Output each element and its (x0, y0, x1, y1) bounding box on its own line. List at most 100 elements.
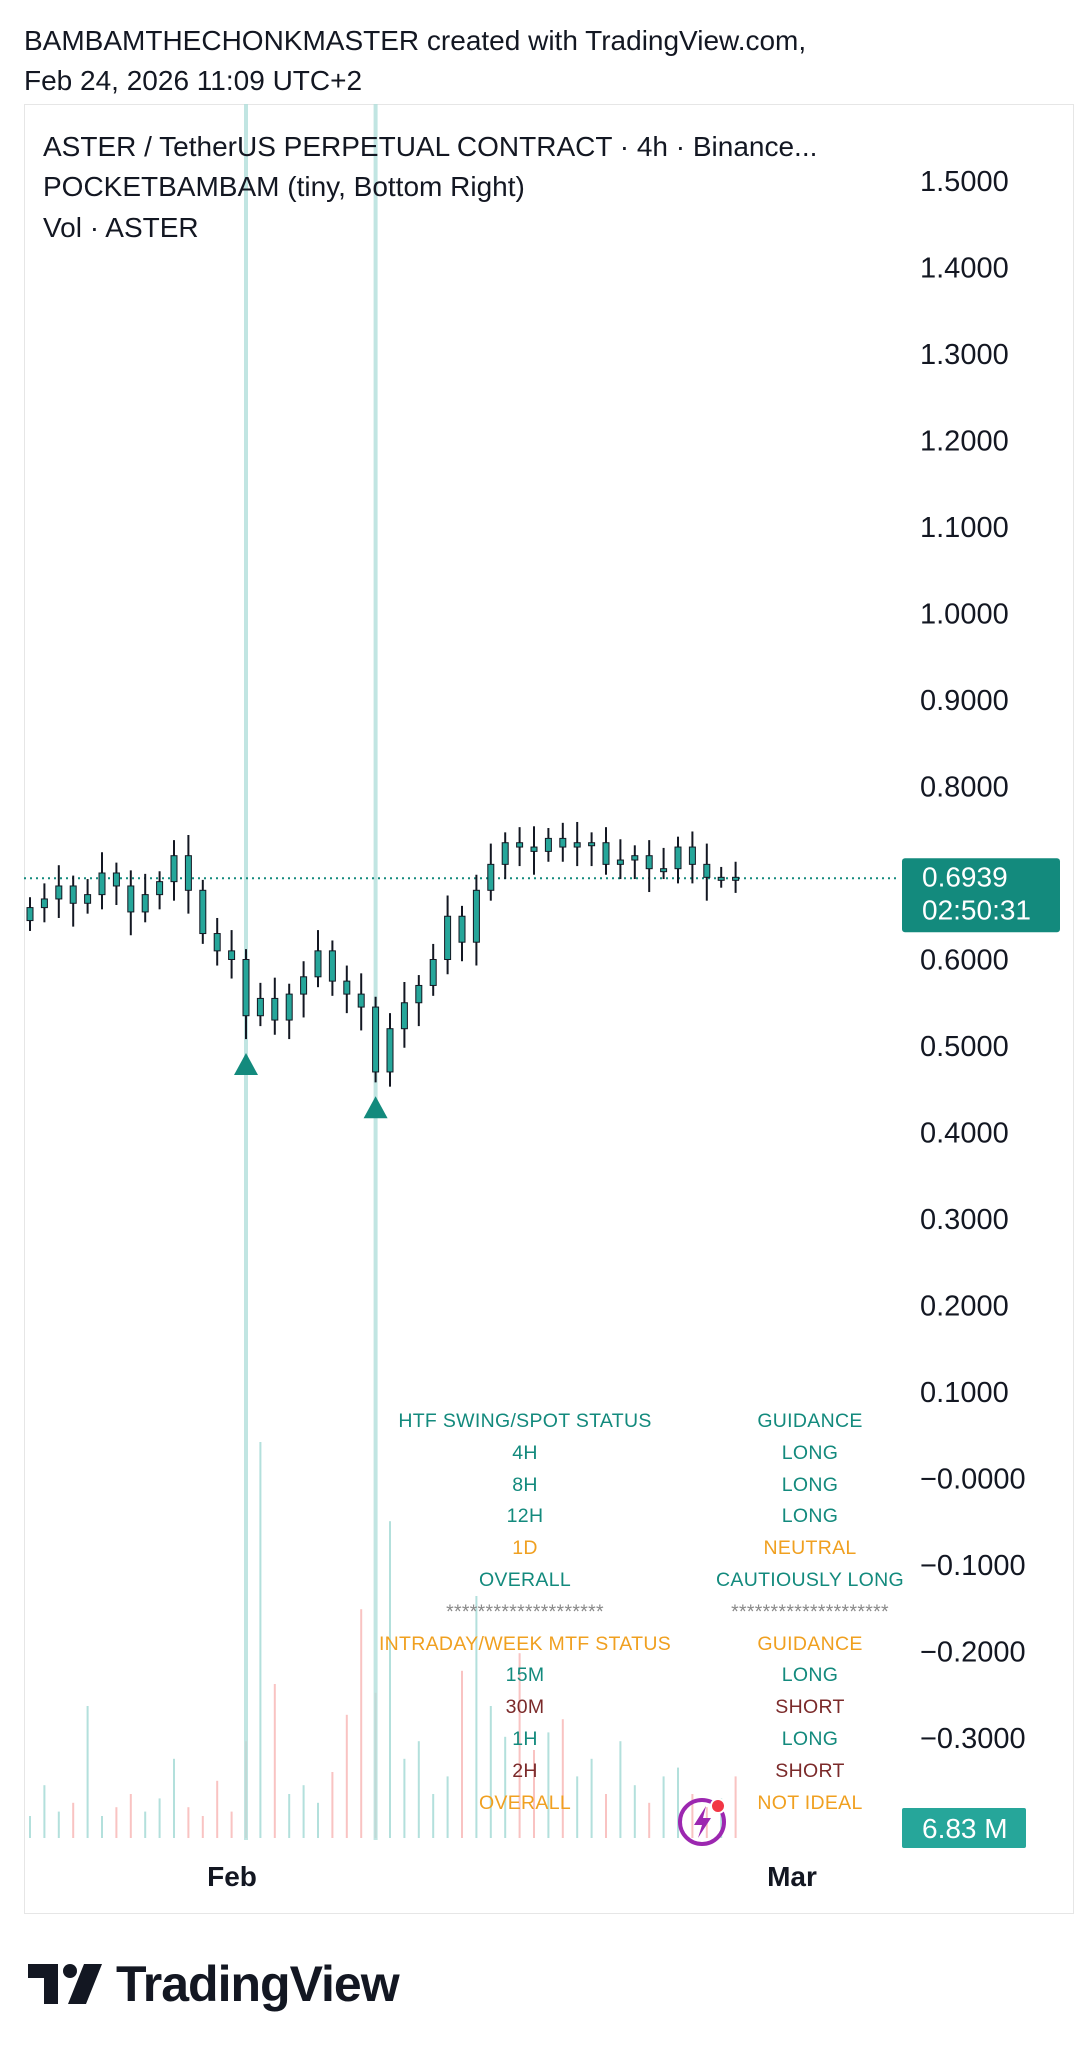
status-row-label: 15M (505, 1664, 545, 1687)
price-tick-label: −0.0000 (920, 1464, 1026, 1496)
price-tick-label: −0.1000 (920, 1550, 1026, 1582)
last-volume-tag: 6.83 M (902, 1808, 1026, 1848)
status-row-label: 12H (506, 1505, 544, 1528)
candle-body (199, 889, 207, 935)
candle (472, 874, 480, 966)
last-volume-value: 6.83 M (922, 1813, 1008, 1844)
candle-body (588, 842, 596, 847)
price-tick-label: 1.1000 (920, 512, 1009, 544)
indicator-legend[interactable]: POCKETBAMBAM (tiny, Bottom Right) (43, 171, 525, 202)
status-row-value: SHORT (775, 1696, 845, 1719)
price-tick-label: 1.2000 (920, 426, 1009, 458)
candle (98, 852, 106, 910)
signal-up-marker-icon (363, 1096, 388, 1119)
candle (717, 866, 725, 888)
candle (343, 965, 351, 1014)
candle (112, 862, 120, 906)
time-axis: Feb Mar (207, 1861, 817, 1892)
price-tick-label: 0.8000 (920, 772, 1009, 804)
volume-bar (403, 1758, 406, 1838)
candle (300, 961, 308, 1018)
volume-bar (489, 1706, 492, 1838)
tradingview-brand[interactable]: TradingView (28, 1956, 400, 2012)
status-row-label: OVERALL (478, 1569, 572, 1591)
candle-body (300, 976, 308, 995)
chart-frame (24, 104, 1074, 1914)
price-tick-label: 1.4000 (920, 253, 1009, 285)
status-row-label: 1H (512, 1728, 538, 1750)
candle-body (127, 885, 135, 913)
price-tick-label: 0.1000 (920, 1377, 1009, 1409)
candle (199, 879, 207, 944)
volume-bar (216, 1780, 219, 1838)
last-price-value: 0.6939 (922, 861, 1008, 892)
candle (69, 875, 77, 927)
volume-bar (57, 1811, 60, 1838)
candle (602, 827, 610, 875)
price-tick-label: 0.6000 (920, 945, 1009, 977)
price-tick-label: 0.4000 (920, 1118, 1009, 1150)
candle (213, 917, 221, 966)
status-row-value: SHORT (775, 1759, 845, 1782)
candle-body (415, 984, 423, 1004)
volume-bar (29, 1816, 31, 1838)
candle (616, 839, 624, 880)
candle (372, 996, 380, 1083)
price-tick-label: −0.2000 (920, 1637, 1026, 1669)
price-tick-label: 1.5000 (920, 166, 1009, 198)
volume-bar (662, 1776, 665, 1838)
candle-body (156, 881, 164, 896)
symbol-legend[interactable]: ASTER / TetherUS PERPETUAL CONTRACT · 4h… (43, 131, 818, 162)
status-row-label: ******************** (446, 1600, 604, 1623)
candle-body (328, 950, 336, 982)
candle-body (112, 872, 120, 887)
candle-body (372, 1006, 380, 1073)
candle-body (314, 950, 322, 978)
volume-bar (389, 1521, 391, 1838)
status-row-label: 1D (512, 1537, 538, 1560)
candle-body (472, 889, 480, 943)
volume-bar (43, 1785, 46, 1838)
volume-bar (533, 1750, 535, 1838)
volume-bar (677, 1767, 679, 1838)
candle (501, 832, 509, 880)
price-tick-label: 1.3000 (920, 339, 1009, 371)
candle-body (645, 855, 653, 870)
candle (674, 836, 682, 884)
volume-bar (360, 1609, 363, 1838)
candle-body (573, 842, 581, 848)
price-chart[interactable]: 1.5000 1.4000 1.3000 1.2000 1.1000 1.0000 0.90… (0, 0, 1092, 1930)
status-row-value: GUIDANCE (757, 1410, 863, 1432)
status-row-value: NEUTRAL (763, 1537, 857, 1560)
candle-body (688, 846, 696, 865)
candle-layer (26, 821, 740, 1087)
status-row-label: 4H (512, 1441, 538, 1464)
candle (400, 981, 408, 1048)
status-row-value: GUIDANCE (757, 1632, 863, 1655)
volume-legend[interactable]: Vol · ASTER (43, 212, 199, 243)
volume-bar (576, 1776, 579, 1838)
price-axis: 1.5000 1.4000 1.3000 1.2000 1.1000 1.0000 0.90… (920, 166, 1026, 1755)
volume-bar (691, 1794, 694, 1838)
lightning-icon[interactable] (676, 1792, 732, 1848)
candle (688, 831, 696, 884)
candle-body (271, 997, 279, 1021)
volume-bar (101, 1816, 103, 1838)
brand-name: TradingView (116, 1956, 400, 2012)
volume-bar (86, 1706, 89, 1838)
candle (84, 879, 92, 914)
volume-bar (331, 1772, 334, 1838)
candle-body (717, 876, 725, 881)
volume-bar (446, 1776, 449, 1838)
candle-body (544, 837, 552, 852)
volume-bar (115, 1807, 118, 1838)
timestamp-line: Feb 24, 2026 11:09 UTC+2 (24, 65, 363, 96)
status-row-value: LONG (781, 1473, 839, 1496)
candle-body (228, 950, 236, 960)
status-row-value: NOT IDEAL (757, 1791, 863, 1814)
candle-body (184, 855, 192, 891)
candle-body (40, 898, 48, 909)
volume-bar (230, 1811, 233, 1838)
volume-bar (144, 1811, 147, 1838)
price-tick-label: 0.5000 (920, 1031, 1009, 1063)
